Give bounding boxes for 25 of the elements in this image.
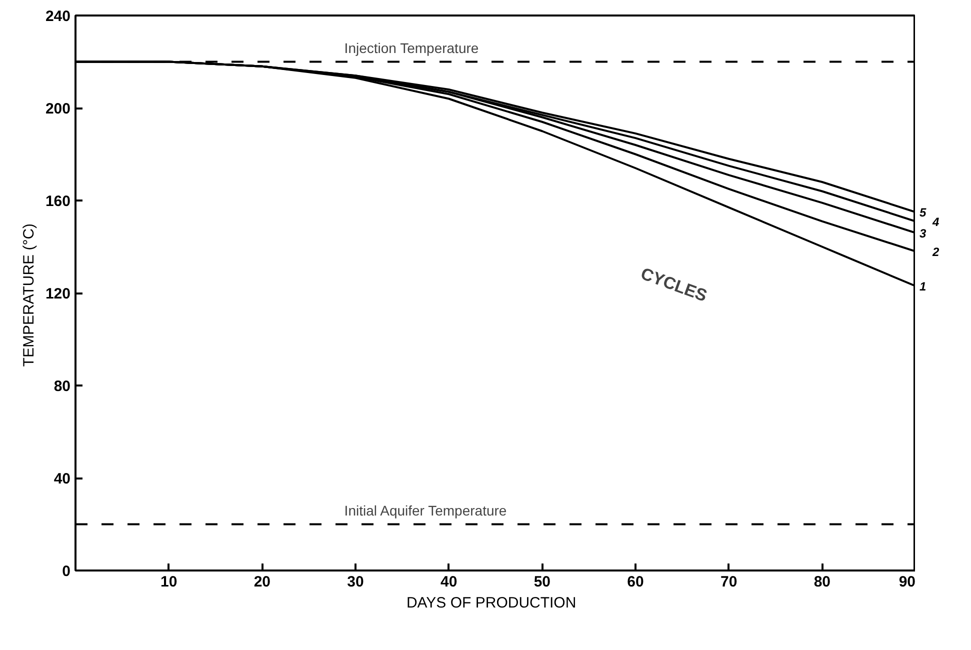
x-tick-label: 30 xyxy=(347,574,364,590)
x-tick-label: 20 xyxy=(254,574,271,590)
y-tick-label: 40 xyxy=(54,470,71,488)
x-tick-label: 50 xyxy=(534,574,551,590)
series-label: 1 xyxy=(920,280,926,294)
y-tick-label: 160 xyxy=(45,193,71,210)
ref-line-label: Initial Aquifer Temperature xyxy=(344,502,507,518)
y-tick-label: 0 xyxy=(62,563,70,580)
y-tick-label: 240 xyxy=(45,8,71,25)
series-label: 2 xyxy=(932,244,940,259)
y-axis-title: TEMPERATURE (°C) xyxy=(20,223,38,367)
x-tick-label: 40 xyxy=(440,574,458,590)
series-label: 5 xyxy=(920,206,926,220)
series-label: 4 xyxy=(932,214,940,229)
y-tick-label: 80 xyxy=(54,378,71,395)
x-tick-label: 60 xyxy=(627,574,644,590)
series-label: 3 xyxy=(920,226,926,240)
x-tick-label: 80 xyxy=(814,574,831,590)
y-tick-label: 120 xyxy=(45,286,71,302)
x-axis-title: DAYS OF PRODUCTION xyxy=(406,594,576,612)
y-tick-label: 200 xyxy=(45,100,71,118)
x-tick-label: 10 xyxy=(160,574,178,590)
ref-line-label: Injection Temperature xyxy=(344,40,479,56)
x-tick-label: 70 xyxy=(720,574,738,590)
x-tick-label: 90 xyxy=(898,574,916,590)
